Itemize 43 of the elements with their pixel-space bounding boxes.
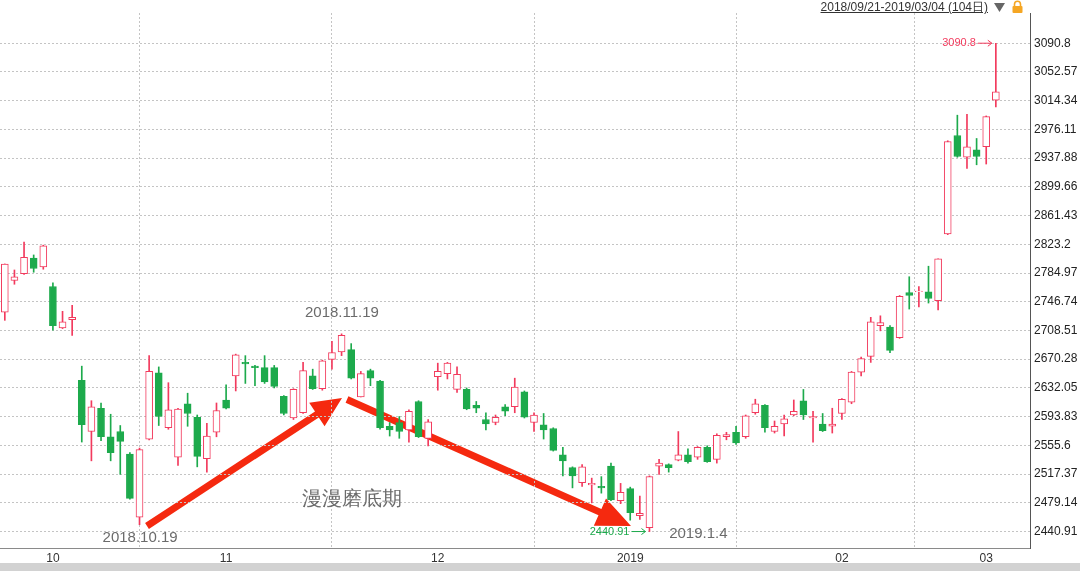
x-tick-label: 02 bbox=[835, 550, 849, 565]
annotation: 漫漫磨底期 bbox=[302, 487, 403, 510]
y-tick-label: 2823.2 bbox=[1034, 236, 1072, 251]
candlestick bbox=[992, 42, 1000, 108]
candlestick bbox=[828, 407, 837, 434]
candlestick bbox=[116, 425, 125, 475]
y-tick-label: 3052.57 bbox=[1034, 64, 1078, 79]
chart-title: 2018/09/21-2019/03/04 (104日) bbox=[820, 0, 988, 15]
y-tick-label: 2976.11 bbox=[1034, 121, 1077, 136]
y-tick-label: 2899.66 bbox=[1034, 179, 1078, 194]
annotation: 3090.8 bbox=[942, 36, 976, 49]
y-tick-label: 2708.51 bbox=[1034, 322, 1078, 337]
x-tick-label: 10 bbox=[46, 550, 60, 565]
annotation: 2019.1.4 bbox=[669, 524, 728, 542]
annotation: 2018.11.19 bbox=[304, 303, 379, 321]
candlestick bbox=[674, 431, 683, 462]
candlestick bbox=[915, 286, 923, 308]
candlestick bbox=[68, 304, 76, 336]
y-tick-label: 2479.14 bbox=[1034, 495, 1078, 510]
x-tick-label: 03 bbox=[979, 550, 994, 565]
candlestick bbox=[559, 446, 567, 477]
y-tick-label: 3090.8 bbox=[1034, 35, 1072, 50]
y-tick-label: 2593.83 bbox=[1034, 408, 1078, 423]
annotation: 2018.10.19 bbox=[102, 527, 178, 545]
annotation: 2440.91 bbox=[589, 524, 630, 537]
candlestick bbox=[963, 114, 971, 169]
x-tick-label: 12 bbox=[431, 550, 445, 565]
y-tick-label: 2440.91 bbox=[1034, 523, 1078, 538]
candlestick bbox=[809, 410, 817, 443]
y-tick-label: 3014.34 bbox=[1034, 92, 1078, 107]
y-tick-label: 2861.43 bbox=[1034, 207, 1078, 222]
x-tick-label: 2019 bbox=[616, 550, 644, 565]
y-tick-label: 2632.05 bbox=[1034, 380, 1078, 395]
y-tick-label: 2784.97 bbox=[1034, 265, 1078, 280]
y-tick-label: 2670.28 bbox=[1034, 351, 1078, 366]
y-tick-label: 2555.6 bbox=[1034, 437, 1072, 452]
x-tick-label: 11 bbox=[219, 550, 233, 565]
candlestick bbox=[636, 495, 644, 520]
y-tick-label: 2517.37 bbox=[1034, 466, 1078, 481]
candlestick bbox=[433, 362, 442, 391]
y-tick-label: 2937.88 bbox=[1034, 150, 1078, 165]
y-tick-label: 2746.74 bbox=[1034, 294, 1078, 309]
candlestick bbox=[905, 276, 914, 310]
